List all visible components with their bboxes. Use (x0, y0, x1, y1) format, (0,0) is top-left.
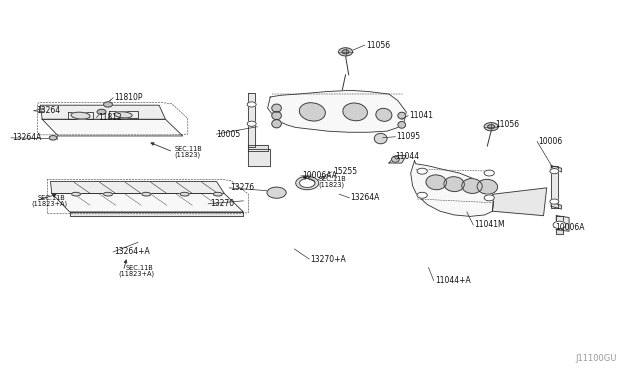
Circle shape (488, 125, 495, 129)
Text: (11823+A): (11823+A) (31, 200, 67, 207)
Text: 11041M: 11041M (474, 221, 505, 230)
Text: 13270: 13270 (210, 199, 234, 208)
Polygon shape (248, 149, 270, 166)
Polygon shape (70, 212, 243, 216)
Circle shape (104, 102, 113, 107)
Polygon shape (411, 161, 493, 217)
Ellipse shape (398, 112, 406, 119)
Circle shape (247, 102, 256, 107)
Text: 11810P: 11810P (115, 93, 143, 102)
Circle shape (49, 136, 57, 140)
Ellipse shape (374, 134, 387, 144)
Text: J11100GU: J11100GU (575, 354, 617, 363)
Ellipse shape (461, 179, 482, 193)
Polygon shape (52, 193, 243, 212)
Polygon shape (492, 188, 547, 216)
Ellipse shape (180, 192, 189, 196)
Polygon shape (556, 216, 569, 231)
Polygon shape (268, 90, 406, 132)
Ellipse shape (272, 104, 282, 112)
Circle shape (300, 179, 315, 187)
Text: (11823): (11823) (174, 151, 200, 158)
Ellipse shape (398, 122, 406, 128)
Text: SEC.11B: SEC.11B (125, 265, 153, 271)
Ellipse shape (376, 108, 392, 121)
Circle shape (339, 48, 353, 56)
Text: 13264+A: 13264+A (115, 247, 150, 256)
Polygon shape (556, 216, 563, 234)
Circle shape (417, 168, 428, 174)
Polygon shape (551, 203, 561, 209)
Text: 10006A: 10006A (555, 223, 584, 232)
Text: 10005: 10005 (216, 129, 241, 139)
Text: SEC.11B: SEC.11B (174, 146, 202, 152)
Circle shape (296, 176, 319, 190)
Polygon shape (248, 93, 255, 147)
Circle shape (97, 109, 106, 115)
Text: 13276: 13276 (230, 183, 255, 192)
Polygon shape (42, 119, 182, 136)
Text: 13270+A: 13270+A (310, 254, 346, 263)
Polygon shape (389, 155, 406, 163)
Circle shape (342, 50, 349, 54)
Text: 11044: 11044 (396, 152, 419, 161)
Polygon shape (51, 182, 224, 193)
Polygon shape (551, 166, 561, 172)
Text: (11823+A): (11823+A) (119, 270, 155, 277)
Ellipse shape (104, 192, 113, 196)
Ellipse shape (142, 192, 151, 196)
Circle shape (550, 169, 559, 174)
Text: 13264: 13264 (36, 106, 60, 115)
Circle shape (484, 123, 498, 131)
Polygon shape (551, 166, 557, 208)
Text: SEC.11B: SEC.11B (38, 195, 65, 201)
Text: 11044+A: 11044+A (435, 276, 470, 285)
Ellipse shape (115, 112, 132, 118)
Ellipse shape (444, 177, 465, 192)
Text: 13264A: 13264A (12, 133, 42, 142)
Circle shape (267, 187, 286, 198)
Circle shape (550, 199, 559, 204)
Circle shape (417, 192, 428, 198)
Text: (11823): (11823) (319, 182, 345, 188)
Ellipse shape (72, 192, 81, 196)
Ellipse shape (71, 112, 90, 119)
Ellipse shape (272, 112, 282, 120)
Text: 13264A: 13264A (351, 193, 380, 202)
Polygon shape (248, 145, 268, 151)
Ellipse shape (300, 103, 325, 121)
Ellipse shape (392, 156, 399, 162)
Text: 11041: 11041 (410, 111, 433, 120)
Text: 10006: 10006 (538, 137, 563, 146)
Circle shape (247, 121, 256, 126)
Text: 11812: 11812 (98, 113, 122, 122)
Polygon shape (40, 105, 166, 119)
Text: 15255: 15255 (333, 167, 357, 176)
Text: 11056: 11056 (366, 41, 390, 50)
Text: 11056: 11056 (495, 121, 520, 129)
Ellipse shape (426, 175, 447, 190)
Circle shape (553, 221, 566, 229)
Ellipse shape (300, 179, 316, 187)
Ellipse shape (477, 179, 497, 194)
Ellipse shape (343, 103, 367, 121)
Text: 10006AA: 10006AA (302, 171, 337, 180)
Circle shape (484, 195, 494, 201)
Text: SEC.11B: SEC.11B (319, 176, 346, 182)
Ellipse shape (213, 192, 222, 196)
Text: 11095: 11095 (397, 132, 420, 141)
Circle shape (484, 170, 494, 176)
Ellipse shape (272, 120, 282, 128)
